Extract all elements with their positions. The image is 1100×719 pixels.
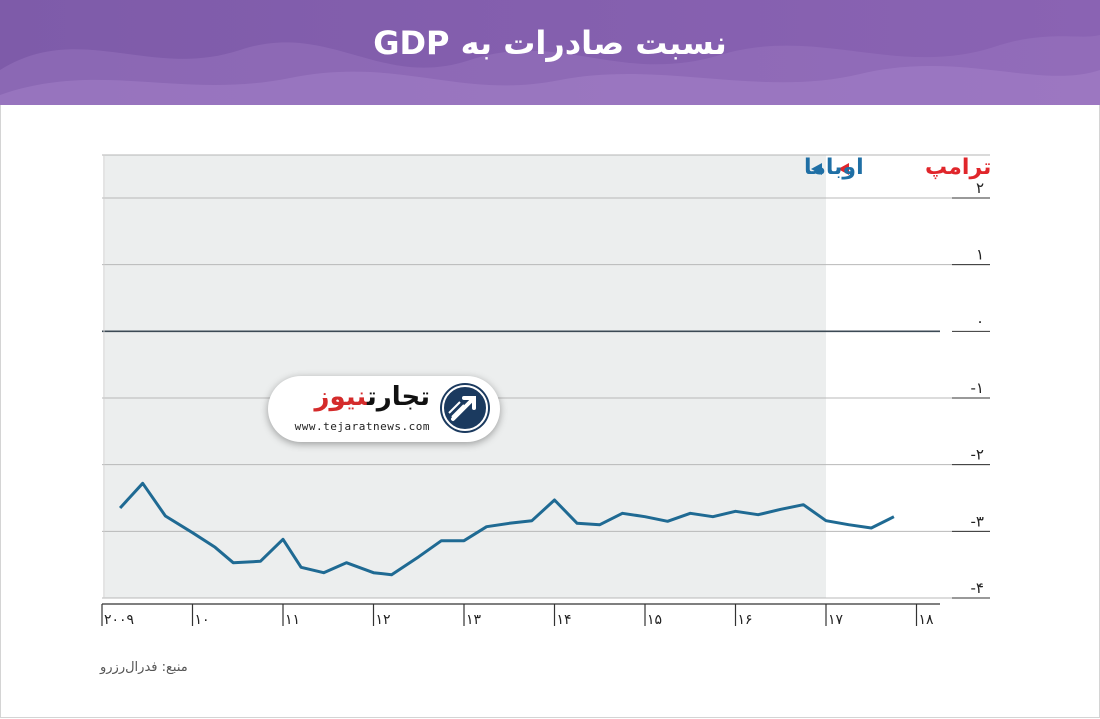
gridlines <box>102 154 990 599</box>
x-tick-label: ۲۰۰۹ <box>104 612 134 628</box>
y-tick-label: -۴ <box>971 579 984 597</box>
legend-obama-label: اوباما <box>804 155 864 180</box>
y-axis: ۲ ۱ ۰ -۱ -۲ -۳ -۴ <box>952 179 990 599</box>
series-line <box>118 481 895 577</box>
y-tick-label: -۳ <box>971 512 984 530</box>
x-tick-label: ۱۶ <box>738 612 753 628</box>
logo-name: تجارتنیوز <box>315 382 431 412</box>
source-note: منبع: فدرال‌رزرو <box>100 660 188 675</box>
legend: ترامپ اوباما <box>804 155 991 180</box>
y-tick-label: ۱ <box>976 246 984 264</box>
legend-trump-arrow-icon <box>838 163 849 175</box>
x-tick-label: ۱۴ <box>557 612 572 628</box>
x-tick-label: ۱۷ <box>828 612 844 628</box>
logo-name-part1: تجارت <box>367 382 430 412</box>
x-tick-label: ۱۵ <box>647 612 662 628</box>
y-tick-label: -۲ <box>971 446 984 464</box>
tejaratnews-logo: تجارتنیوز www.tejaratnews.com <box>268 376 500 442</box>
y-tick-label: ۲ <box>976 179 984 197</box>
x-axis: ۲۰۰۹ ۱۰ ۱۱ ۱۲ ۱۳ ۱۴ ۱۵ ۱۶ ۱۷ ۱۸ <box>101 603 940 628</box>
x-tick-label: ۱۱ <box>285 612 300 628</box>
legend-obama-arrow-icon <box>811 163 822 175</box>
x-tick-label: ۱۸ <box>919 612 935 628</box>
logo-url: www.tejaratnews.com <box>294 420 430 433</box>
x-tick-label: ۱۰ <box>195 612 210 628</box>
x-tick-label: ۱۲ <box>376 612 391 628</box>
x-tick-label: ۱۳ <box>466 612 482 628</box>
header-background <box>0 0 1100 105</box>
logo-name-part2: نیوز <box>314 382 368 412</box>
header-banner: نسبت صادرات به GDP <box>0 0 1100 105</box>
y-tick-label: -۱ <box>971 379 984 397</box>
y-tick-label: ۰ <box>976 312 984 330</box>
logo-emblem-icon <box>440 383 490 433</box>
page-title: نسبت صادرات به GDP <box>373 24 727 62</box>
legend-trump-label: ترامپ <box>925 155 991 180</box>
